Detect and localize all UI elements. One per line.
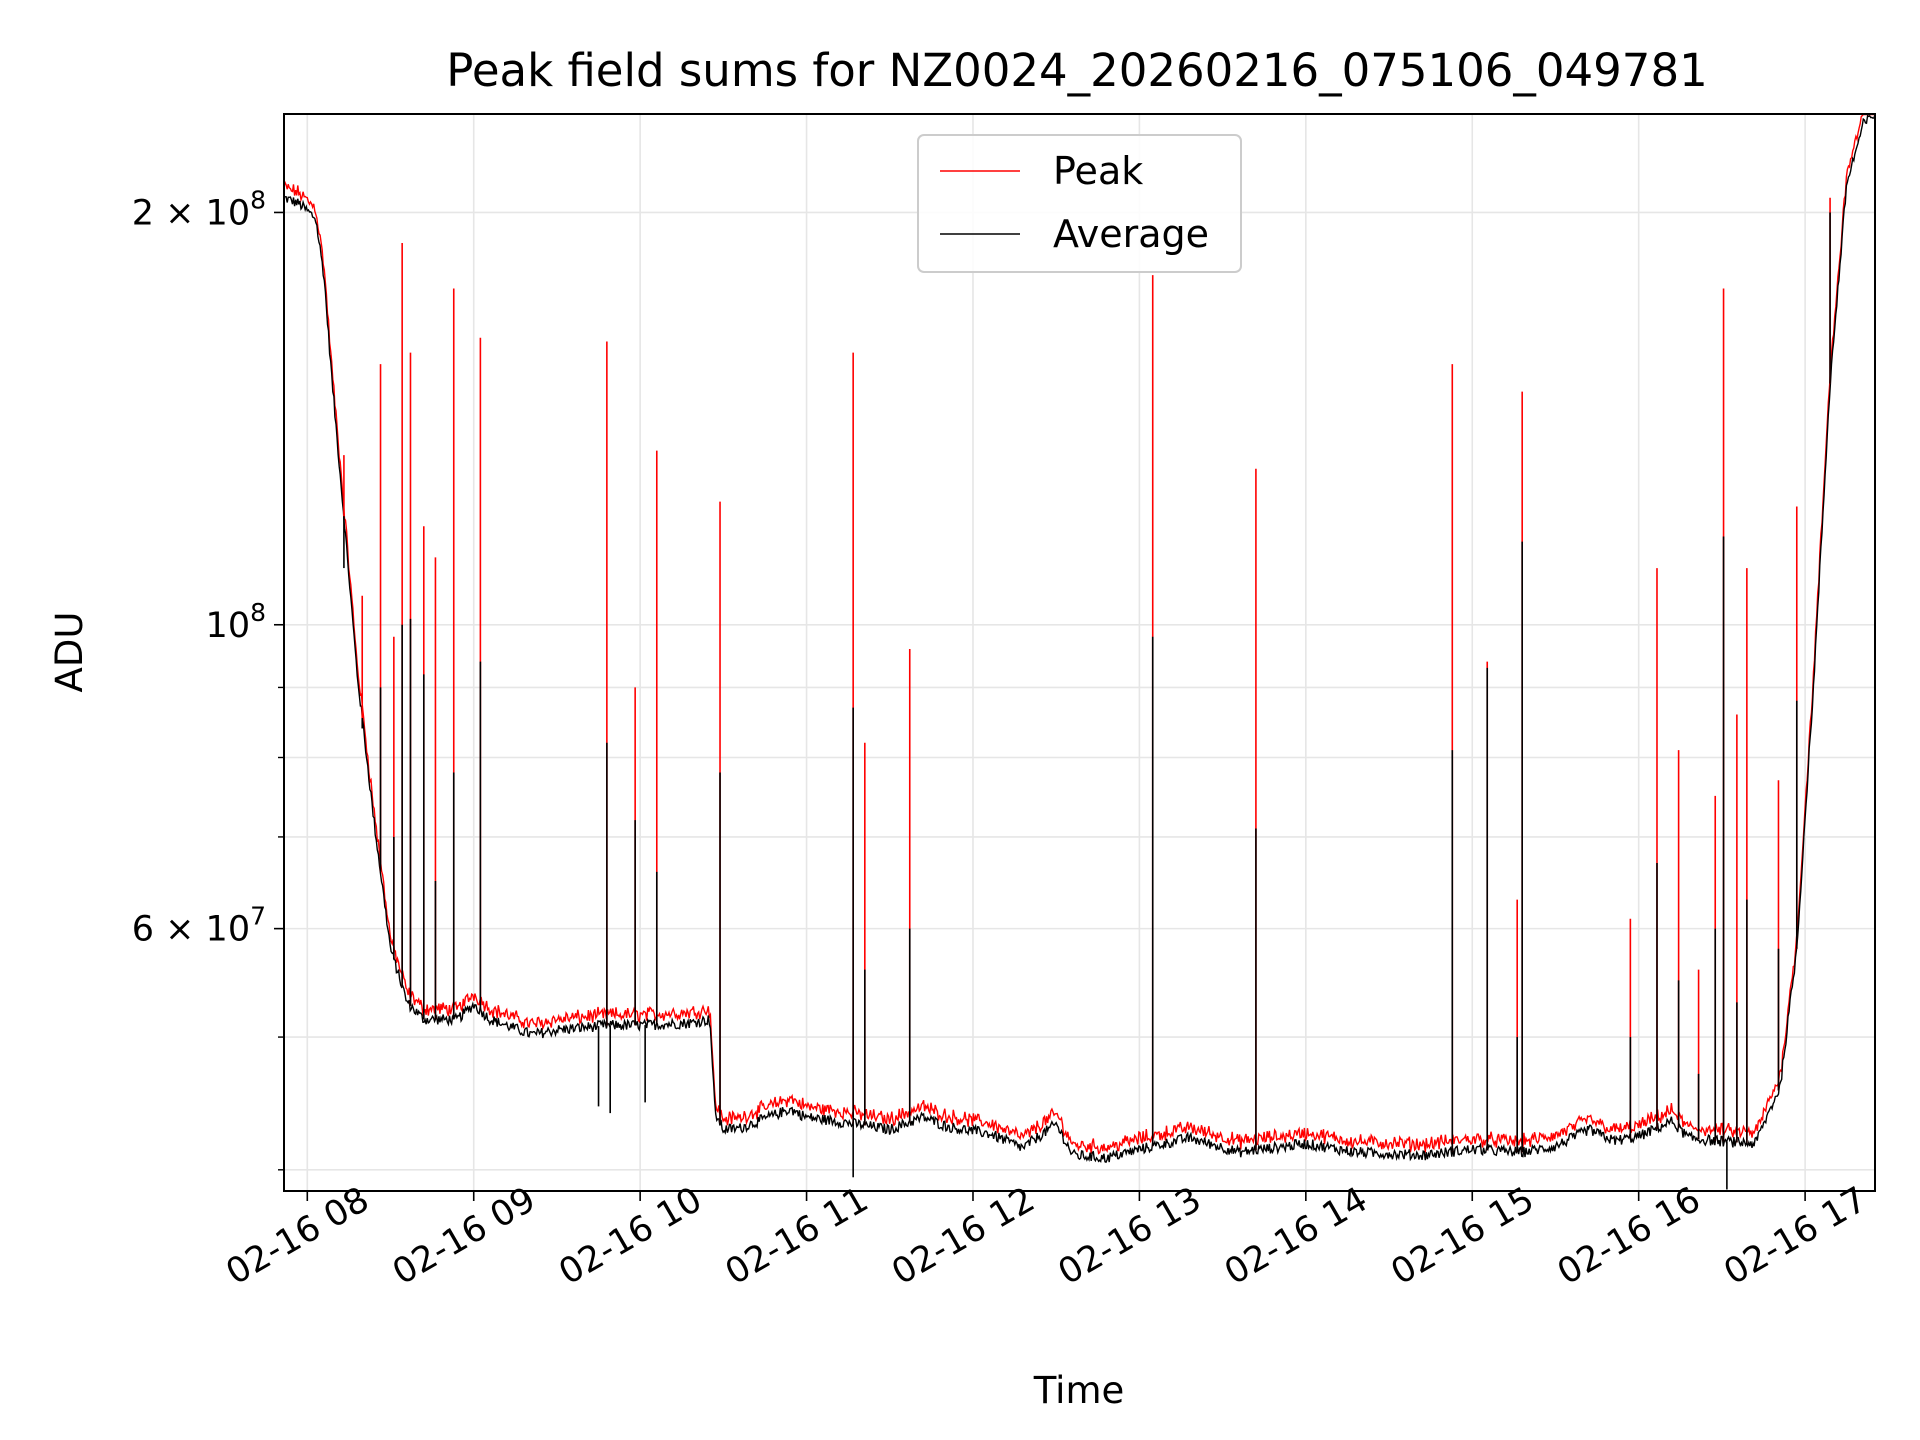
y-tick-exponent: 8 [250,598,266,627]
plot-area [283,113,1876,1192]
y-tick-label: 108 [206,598,266,646]
legend-average-label: Average [1053,212,1209,256]
legend: Peak Average [917,134,1242,273]
y-tick-mantissa: 2 × 10 [132,193,250,233]
plot-background [284,114,1875,1191]
plot-frame [283,113,1876,1192]
peak-series-line [283,113,1875,1155]
y-tick-label: 2 × 108 [132,185,266,233]
series-layer [283,113,1876,1190]
legend-peak-label: Peak [1053,149,1143,193]
legend-box [917,134,1242,273]
y-tick-mantissa: 10 [206,606,251,646]
grid [284,114,1875,1191]
y-tick-exponent: 7 [250,902,266,931]
y-tick-exponent: 8 [250,185,266,214]
average-series-line [283,114,1876,1164]
y-tick-mantissa: 6 × 10 [132,910,250,950]
y-tick-label: 6 × 107 [132,902,266,950]
y-axis-label: ADU [48,612,91,693]
chart-title: Peak field sums for NZ0024_20260216_0751… [446,44,1707,97]
x-axis-label: Time [1033,1369,1125,1412]
spike-marks [343,197,1831,1190]
